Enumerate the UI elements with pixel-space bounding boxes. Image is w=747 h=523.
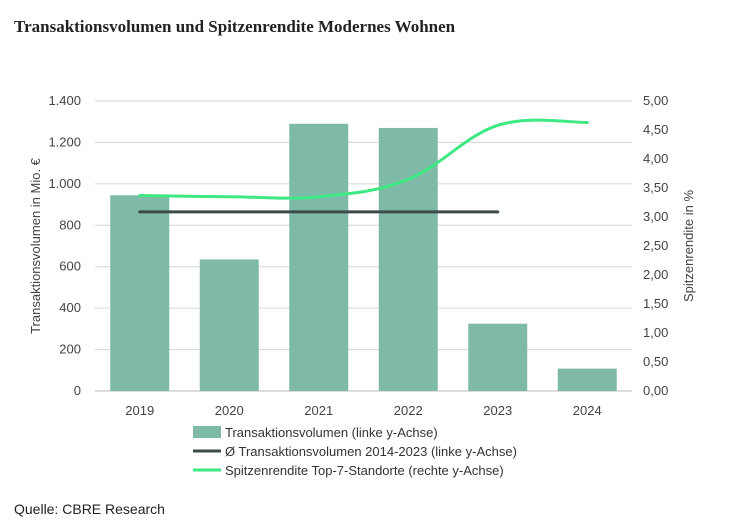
left-y-tick-label: 200: [59, 342, 81, 357]
right-y-tick-label: 0,50: [643, 354, 668, 369]
right-y-tick-label: 1,00: [643, 325, 668, 340]
yield-line: [138, 118, 589, 200]
right-y-tick-label: 5,00: [643, 93, 668, 108]
left-y-tick-label: 800: [59, 217, 81, 232]
x-tick-label: 2022: [394, 403, 423, 418]
right-y-tick-label: 4,50: [643, 122, 668, 137]
legend-label: Spitzenrendite Top-7-Standorte (rechte y…: [225, 463, 504, 478]
bar: [110, 195, 170, 391]
left-y-tick-label: 0: [74, 383, 81, 398]
x-tick-label: 2024: [573, 403, 602, 418]
left-y-tick-label: 1.200: [48, 134, 81, 149]
bar: [468, 323, 528, 391]
bar: [289, 123, 349, 392]
right-y-tick-label: 0,00: [643, 383, 668, 398]
right-y-tick-label: 2,50: [643, 238, 668, 253]
source-note: Quelle: CBRE Research: [14, 501, 165, 517]
right-y-tick-label: 1,50: [643, 296, 668, 311]
bar: [199, 259, 259, 391]
x-tick-label: 2023: [483, 403, 512, 418]
right-y-tick-label: 2,00: [643, 267, 668, 282]
right-y-tick-label: 4,00: [643, 151, 668, 166]
bar-series: [110, 123, 617, 392]
left-y-tick-label: 1.000: [48, 176, 81, 191]
x-tick-label: 2020: [215, 403, 244, 418]
bar: [557, 368, 617, 391]
gridlines: [95, 100, 632, 392]
left-y-tick-label: 600: [59, 259, 81, 274]
line-series: [138, 118, 589, 214]
left-y-tick-label: 400: [59, 300, 81, 315]
bar: [378, 127, 438, 391]
left-y-tick-label: 1.400: [48, 93, 81, 108]
chart-title: Transaktionsvolumen und Spitzenrendite M…: [14, 17, 456, 36]
legend: Transaktionsvolumen (linke y-Achse) Ø Tra…: [193, 425, 517, 478]
legend-swatch-bar: [193, 426, 221, 438]
left-y-axis-ticks: 0 200 400 600 800 1.000 1.200 1.400: [48, 93, 81, 398]
left-y-axis-title: Transaktionsvolumen in Mio. €: [28, 157, 43, 334]
right-y-axis-ticks: 0,00 0,50 1,00 1,50 2,00 2,50 3,00 3,50 4,00 4,50…: [643, 93, 668, 398]
x-tick-label: 2021: [304, 403, 333, 418]
right-y-tick-label: 3,50: [643, 180, 668, 195]
x-tick-label: 2019: [125, 403, 154, 418]
legend-label: Transaktionsvolumen (linke y-Achse): [225, 425, 438, 440]
x-axis-ticks: 2019 2020 2021 2022 2023 2024: [125, 403, 601, 418]
right-y-tick-label: 3,00: [643, 209, 668, 224]
legend-label: Ø Transaktionsvolumen 2014-2023 (linke y…: [225, 444, 517, 459]
right-y-axis-title: Spitzenrendite in %: [681, 190, 696, 302]
